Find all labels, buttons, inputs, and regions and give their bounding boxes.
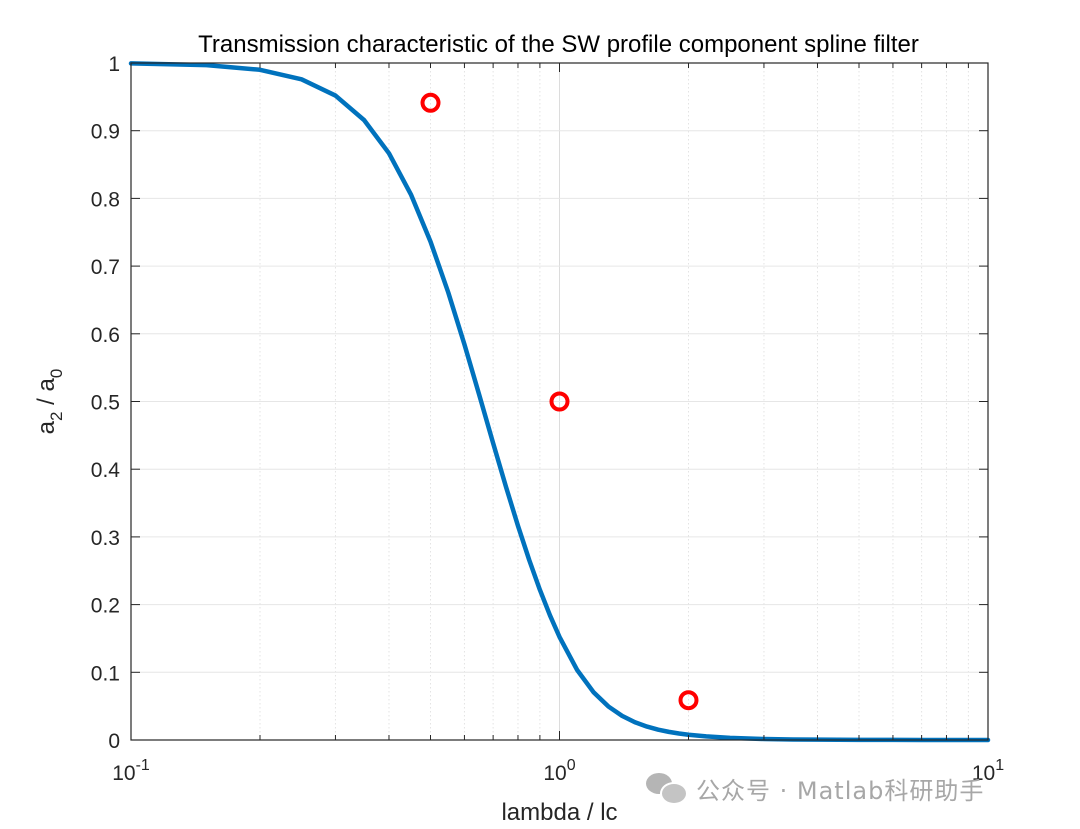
y-axis-label: a2 / a0 — [33, 369, 66, 435]
y-axis-label-base-2: a — [33, 377, 60, 391]
x-tick-label: 10-1 — [112, 757, 150, 785]
y-tick-label: 0.9 — [91, 121, 120, 144]
y-axis-label-sub-2: 0 — [47, 369, 66, 378]
y-tick-label: 0.1 — [91, 662, 120, 685]
x-axis-label: lambda / lc — [501, 799, 617, 826]
y-tick-label: 0.8 — [91, 188, 120, 211]
watermark: 公众号 · Matlab科研助手 — [646, 766, 984, 810]
data-point-marker — [549, 391, 570, 412]
watermark-text: 公众号 · Matlab科研助手 — [696, 776, 985, 805]
grid — [131, 63, 988, 740]
x-tick-label: 101 — [972, 757, 1004, 785]
chart-title: Transmission characteristic of the SW pr… — [198, 31, 919, 58]
y-tick-label: 0 — [108, 730, 120, 753]
y-axis-label-sub-1: 2 — [47, 412, 66, 421]
data-point-marker — [420, 92, 441, 113]
series-layer — [128, 61, 991, 743]
wechat-icon — [646, 771, 688, 805]
y-axis-label-sep: / — [33, 391, 60, 411]
x-tick-label: 100 — [543, 757, 575, 785]
y-tick-label: 0.5 — [91, 392, 120, 415]
ticks: 10-1 100 101 0 0.1 0.2 0.3 0.4 0.5 0.6 0.7 0.8 0.9 1 — [91, 53, 1004, 785]
y-tick-label: 0.3 — [91, 527, 120, 550]
labels: Transmission characteristic of the SW pr… — [33, 31, 919, 826]
y-axis-label-base-1: a — [33, 420, 60, 434]
transmission-curve — [128, 61, 991, 743]
y-tick-label: 0.7 — [91, 256, 120, 279]
y-tick-label: 1 — [108, 53, 120, 76]
data-point-marker — [678, 690, 699, 711]
y-tick-label: 0.4 — [91, 459, 121, 482]
y-tick-label: 0.6 — [91, 324, 120, 347]
y-tick-label: 0.2 — [91, 595, 120, 618]
